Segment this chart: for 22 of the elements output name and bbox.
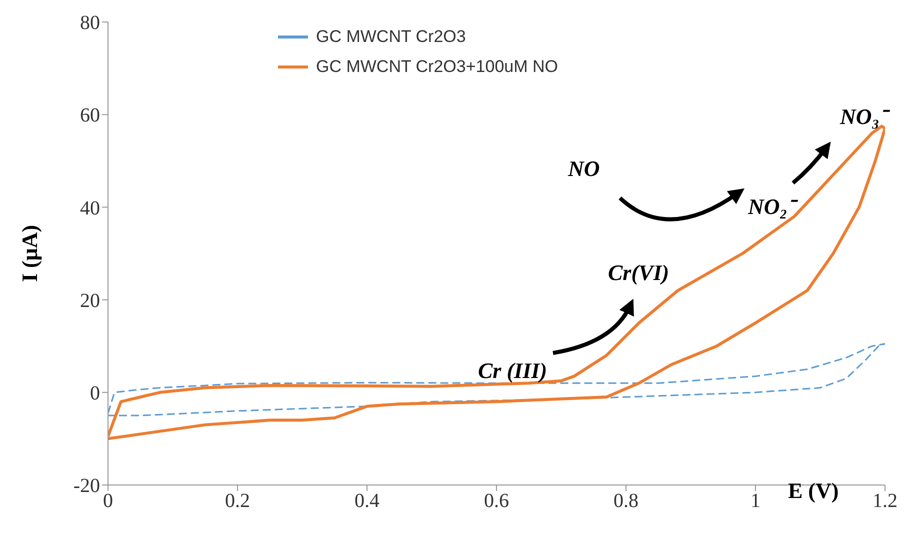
y-tick-label: -20 bbox=[73, 475, 100, 498]
x-axis-title: E (V) bbox=[788, 478, 839, 504]
x-tick-label: 1 bbox=[750, 490, 760, 512]
x-tick-label: 0.4 bbox=[354, 490, 380, 512]
y-axis-title: I (μA) bbox=[16, 224, 42, 282]
annotation: Cr(VI) bbox=[608, 260, 670, 285]
x-tick-label: 0.2 bbox=[225, 490, 250, 512]
annotation: NO₂⁻ bbox=[747, 194, 798, 219]
x-tick-label: 0.6 bbox=[484, 490, 509, 512]
y-tick-label: 0 bbox=[90, 382, 100, 404]
x-tick-label: 1.2 bbox=[872, 490, 898, 512]
annotation: Cr (III) bbox=[478, 358, 548, 383]
legend-label: GC MWCNT Cr2O3 bbox=[316, 26, 466, 48]
y-tick-label: 60 bbox=[80, 104, 100, 127]
x-tick-label: 0.8 bbox=[614, 490, 638, 512]
y-tick-label: 20 bbox=[80, 290, 100, 312]
y-tick-label: 80 bbox=[80, 12, 100, 34]
annotation: NO bbox=[567, 156, 600, 181]
annotation: NO₃⁻ bbox=[839, 104, 890, 129]
line-series bbox=[108, 343, 885, 416]
y-tick-label: 40 bbox=[80, 197, 100, 220]
legend-label: GC MWCNT Cr2O3+100uM NO bbox=[316, 56, 558, 78]
